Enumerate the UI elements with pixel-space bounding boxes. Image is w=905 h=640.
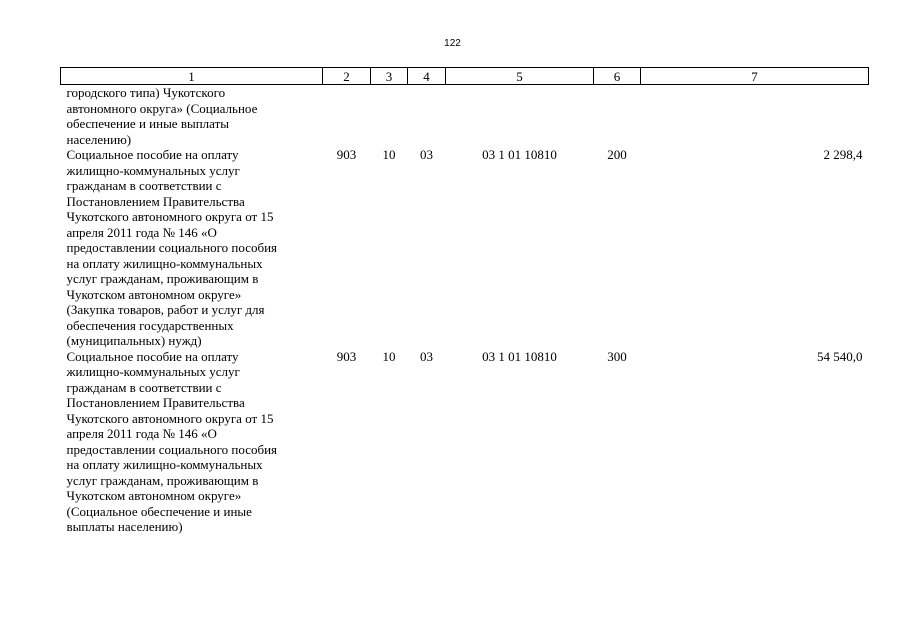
description-line: Социальное пособие на оплату: [66, 348, 239, 364]
description-line: жилищно-коммунальных услуг: [66, 162, 240, 178]
description-line: (Социальное обеспечение и иные: [66, 503, 252, 519]
row-admin-code: 903: [336, 348, 357, 364]
description-line: Социальное пособие на оплату: [66, 147, 239, 162]
header-col-5: 5: [445, 67, 594, 85]
description-line: населению): [66, 131, 132, 147]
description-line: предоставлении социального пособия: [66, 240, 278, 255]
row-admin-code: [323, 85, 371, 148]
description-line: Чукотского автономного округа от 15: [66, 209, 274, 224]
description-line: (Закупка товаров, работ и услуг для: [66, 302, 265, 317]
header-col-3: 3: [370, 67, 408, 85]
description-line: Чукотском автономном округе»: [66, 286, 242, 302]
description-line: обеспечение и иные выплаты: [66, 116, 230, 131]
description-line: апреля 2011 года № 146 «О: [66, 224, 217, 240]
row-description: городского типа) Чукотского автономного о…: [61, 85, 323, 148]
row-amount: 54 540,0: [817, 348, 863, 364]
table-row: Социальное пособие на оплату жилищно-комм…: [61, 349, 869, 535]
table-header-row: 1 2 3 4 5 6 7: [60, 67, 869, 85]
description-line: предоставлении социального пособия: [66, 441, 278, 457]
row-description: Социальное пособие на оплату жилищно-комм…: [61, 147, 323, 349]
description-line: Чукотского автономного округа от 15: [66, 410, 274, 426]
description-line: апреля 2011 года № 146 «О: [66, 426, 217, 441]
header-col-2: 2: [322, 67, 371, 85]
row-expense-type: 300: [607, 348, 627, 364]
row-section: 10: [382, 147, 396, 162]
row-admin-code: 903: [336, 147, 357, 162]
description-line: автономного округа» (Социальное: [66, 100, 258, 116]
description-line: городского типа) Чукотского: [66, 85, 226, 100]
description-line: услуг гражданам, проживающим в: [66, 271, 259, 286]
description-line: жилищно-коммунальных услуг: [66, 364, 240, 379]
row-section: 10: [382, 348, 396, 364]
row-subsection: 03: [420, 147, 433, 162]
row-subsection: 03: [420, 348, 433, 364]
description-line: Постановлением Правительства: [66, 193, 245, 209]
description-line: на оплату жилищно-коммунальных: [66, 457, 263, 472]
row-target-article: 03 1 01 10810: [482, 147, 557, 162]
header-col-6: 6: [593, 67, 641, 85]
description-line: выплаты населению): [66, 519, 183, 534]
budget-table: 1 2 3 4 5 6 7 городского типа) Чукотског…: [60, 67, 869, 535]
description-line: гражданам в соответствии с: [66, 379, 222, 395]
row-target-article: [446, 85, 594, 148]
row-description: Социальное пособие на оплату жилищно-комм…: [61, 349, 323, 535]
description-line: услуг гражданам, проживающим в: [66, 472, 259, 488]
table-row: Социальное пособие на оплату жилищно-комм…: [61, 147, 869, 349]
table-row: городского типа) Чукотского автономного о…: [61, 85, 869, 148]
description-line: гражданам в соответствии с: [66, 178, 222, 193]
description-line: на оплату жилищно-коммунальных: [66, 255, 263, 271]
row-subsection: [408, 85, 446, 148]
row-amount: [641, 85, 869, 148]
row-expense-type: 200: [607, 147, 627, 162]
description-line: Постановлением Правительства: [66, 395, 245, 410]
header-col-7: 7: [640, 67, 869, 85]
description-line: Чукотском автономном округе»: [66, 488, 242, 503]
row-expense-type: [594, 85, 641, 148]
row-amount: 2 298,4: [823, 147, 863, 162]
description-line: (муниципальных) нужд): [66, 333, 202, 348]
description-line: обеспечения государственных: [66, 317, 234, 333]
row-target-article: 03 1 01 10810: [482, 348, 557, 364]
row-section: [371, 85, 408, 148]
header-col-4: 4: [407, 67, 446, 85]
header-col-1: 1: [60, 67, 323, 85]
page-number: 122: [444, 38, 461, 49]
